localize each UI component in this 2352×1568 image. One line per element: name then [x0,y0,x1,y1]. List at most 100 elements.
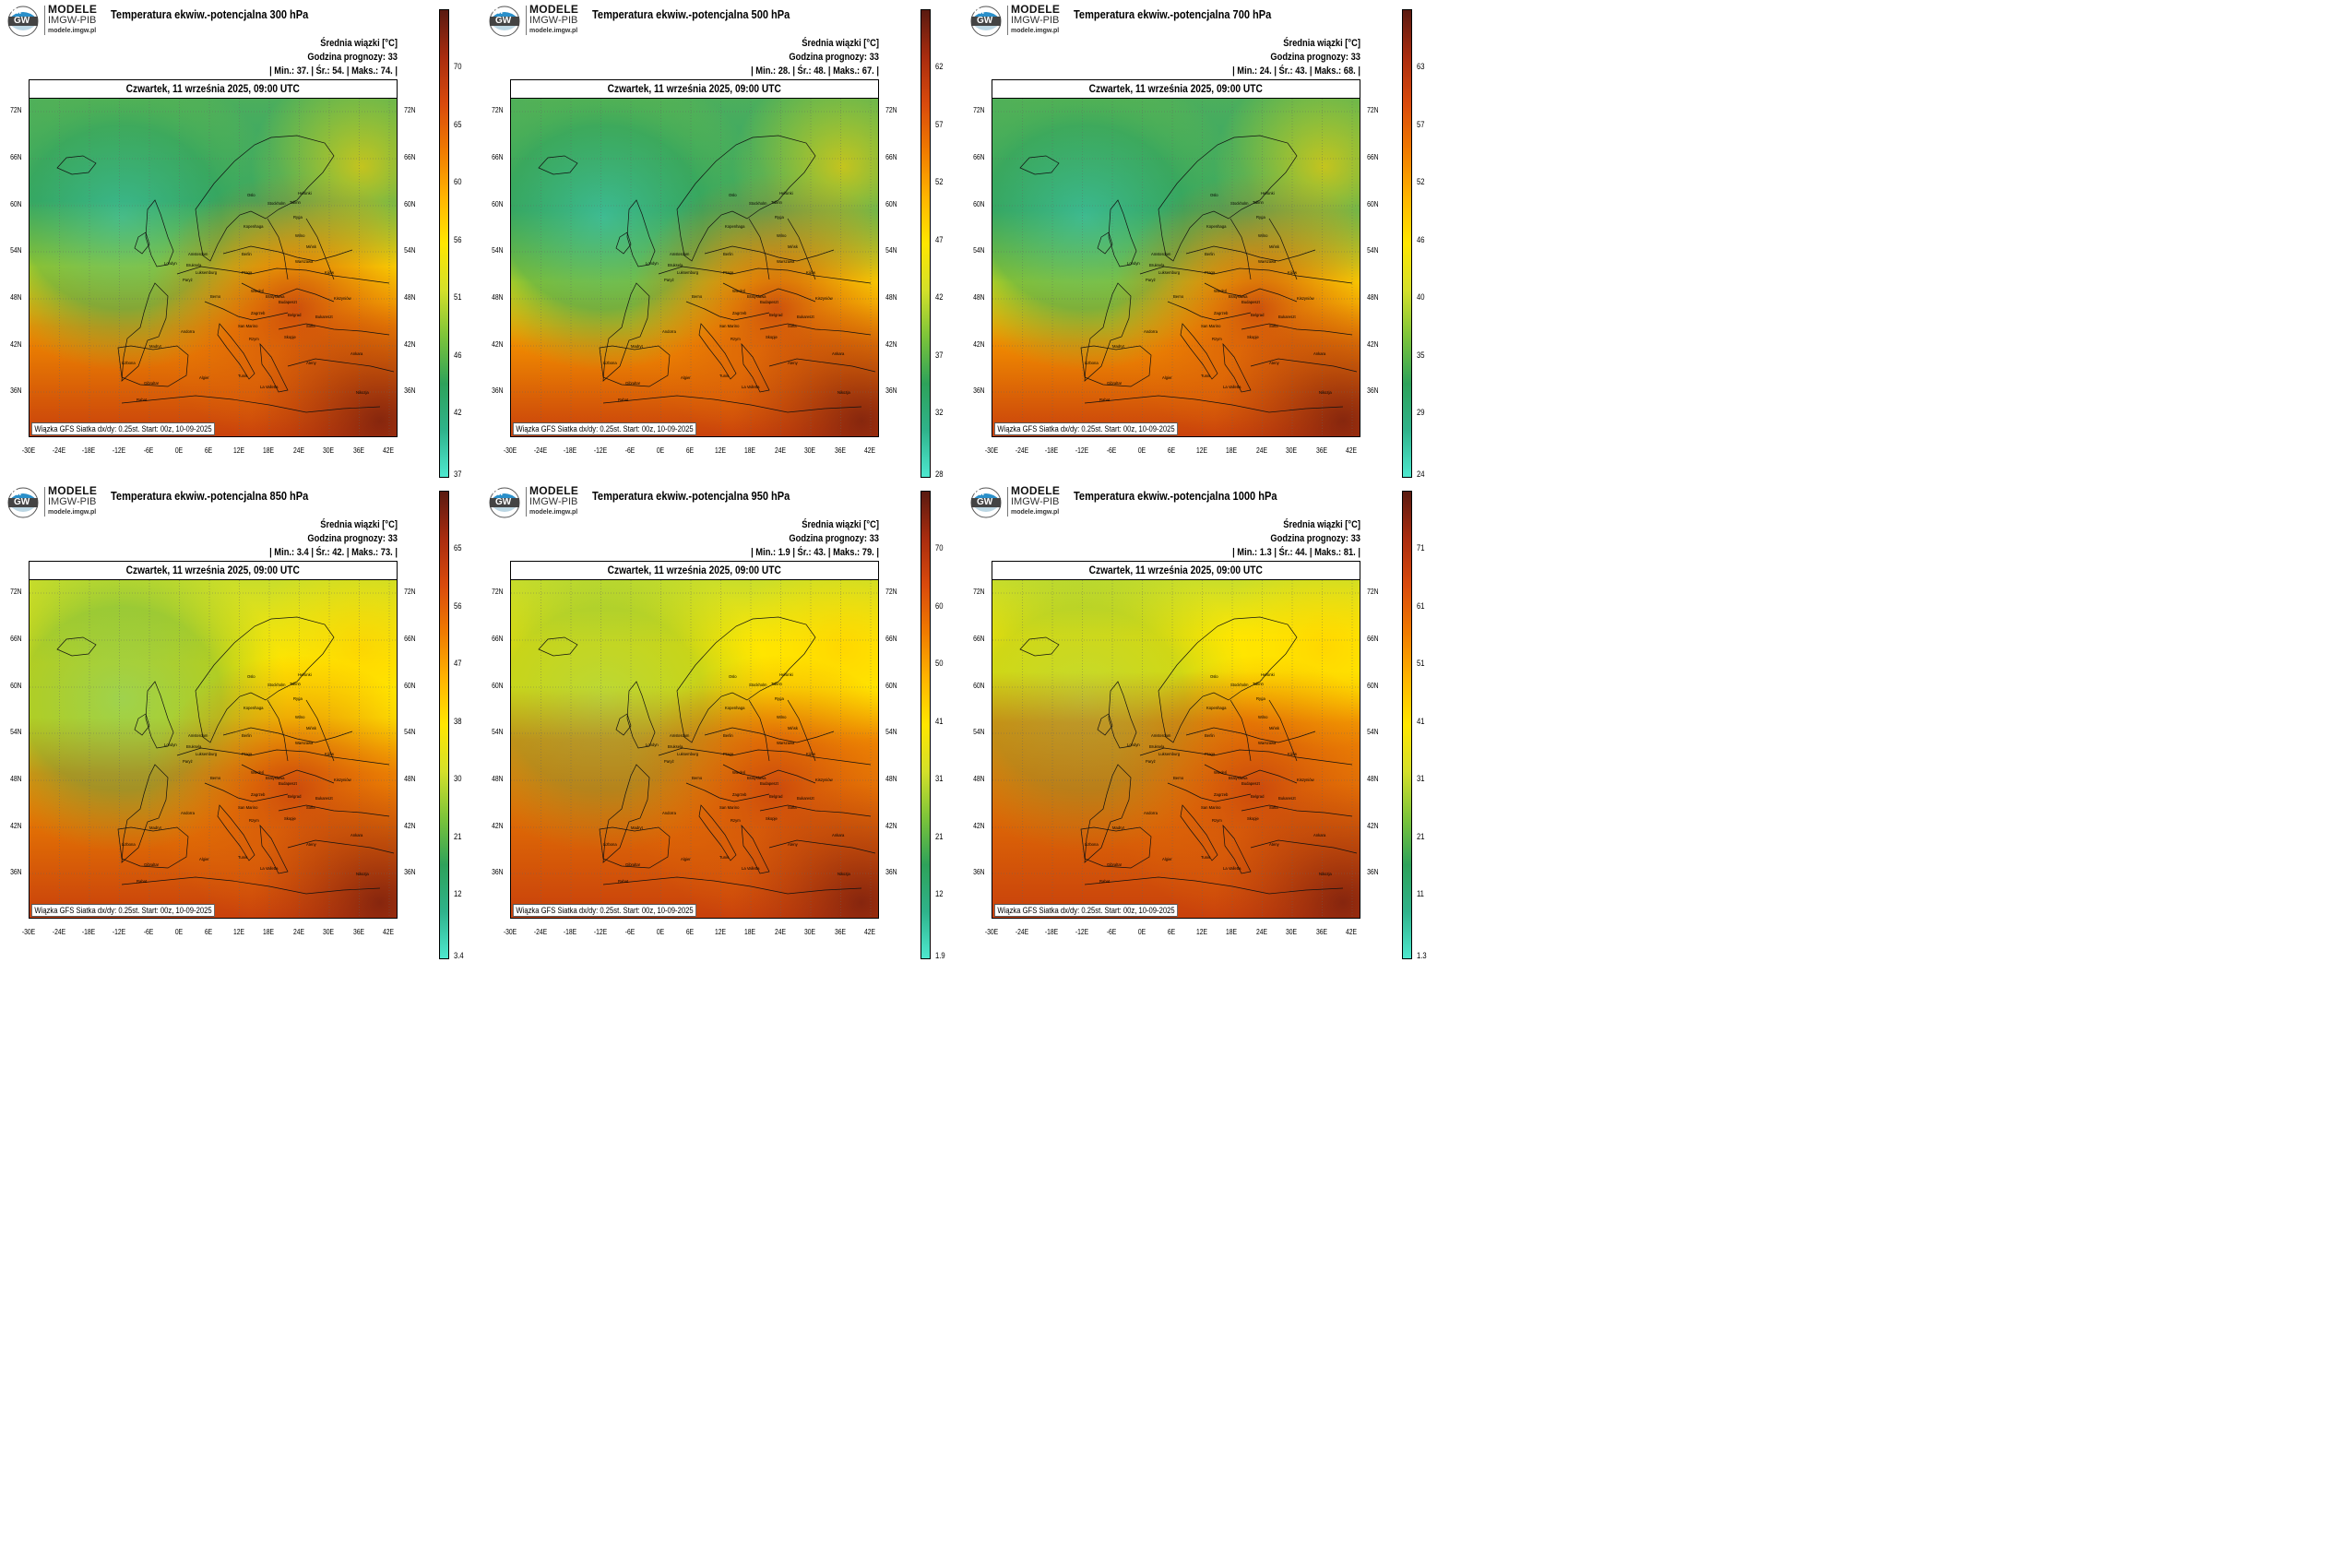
svg-text:Kijów: Kijów [806,270,816,275]
latitude-label: 36N [492,386,504,395]
svg-text:Berlin: Berlin [242,252,252,256]
svg-text:Luksemburg: Luksemburg [1158,752,1181,756]
svg-text:Ankara: Ankara [1313,351,1326,356]
stat-separator: | [308,65,316,77]
latitude-label: 72N [1367,106,1379,114]
latitude-label: 48N [885,775,897,783]
latitude-label: 66N [1367,635,1379,643]
svg-text:Rabat: Rabat [1099,398,1111,402]
stat-min-label: Min.: [1237,65,1258,77]
svg-text:Paryż: Paryż [183,278,193,282]
longitude-label: 12E [232,446,244,455]
longitude-label: 24E [292,928,304,936]
svg-text:La Valletta: La Valletta [1223,866,1241,871]
svg-text:San Marino: San Marino [719,805,740,810]
svg-text:Nikozja: Nikozja [356,390,369,395]
field-statistics: | Min.: 24. | Śr.: 43. | Maks.: 68. | [1125,66,1360,77]
stat-avg: 43. [1292,65,1308,77]
stat-max: 81. [1341,547,1356,558]
svg-text:Mińsk: Mińsk [1269,244,1280,249]
stat-separator: | [1355,547,1360,558]
longitude-label: 0E [656,928,664,936]
longitude-label: -18E [1044,446,1059,455]
svg-text:Ryga: Ryga [293,215,303,220]
colorbar-label: 60 [454,177,462,186]
svg-text:Kopenhaga: Kopenhaga [244,224,264,229]
colorbar-label: 56 [454,234,462,244]
longitude-label: -6E [624,446,636,455]
svg-text:Kijów: Kijów [1288,752,1298,756]
logo-mark-bottom: GW [14,497,30,507]
svg-text:Bratysława: Bratysława [1229,294,1248,299]
valid-date-header: Czwartek, 11 września 2025, 09:00 UTC [29,561,398,579]
svg-text:Paryż: Paryż [664,278,674,282]
stat-min: 28. [776,65,790,77]
svg-text:Stockholm: Stockholm [267,201,286,206]
latitude-label: 42N [492,822,504,830]
svg-text:Tallinn: Tallinn [771,682,783,686]
stat-avg: 44. [1292,547,1308,558]
longitude-label: 12E [232,928,244,936]
svg-text:San Marino: San Marino [1201,805,1221,810]
svg-text:Zagrzeb: Zagrzeb [251,792,266,797]
svg-text:Bratysława: Bratysława [747,294,766,299]
stat-avg-label: Śr.: [315,65,330,77]
latitude-label: 36N [885,868,897,876]
model-info-footer: Wiązka GFS Siatka dx/dy: 0.25st. Start: … [513,422,696,435]
longitude-label: 6E [1167,446,1176,455]
panel-title: Temperatura ekwiw.-potencjalna 500 hPa [592,7,790,21]
latitude-label: 60N [404,200,416,208]
stat-min-label: Min.: [1237,547,1258,558]
svg-text:Ankara: Ankara [832,351,845,356]
colorbar-label: 32 [935,408,944,417]
longitude-label: 0E [656,446,664,455]
brand-url: modele.imgw.pl [529,28,578,34]
longitude-label: 18E [1225,446,1238,455]
logo-divider [44,6,45,35]
longitude-label: -30E [984,446,999,455]
ensemble-mean-label: Średnia wiązki [°C] [802,519,879,530]
svg-text:Ryga: Ryga [1256,215,1265,220]
latitude-label: 66N [973,635,985,643]
svg-text:Praga: Praga [723,752,734,756]
svg-text:Kijów: Kijów [325,270,335,275]
valid-date-header: Czwartek, 11 września 2025, 09:00 UTC [29,79,398,98]
svg-text:Berlin: Berlin [242,733,252,738]
svg-text:Berno: Berno [1173,294,1184,299]
brand-url: modele.imgw.pl [48,28,97,34]
svg-text:Oslo: Oslo [247,193,255,197]
colorbar-label: 3.4 [454,951,464,960]
svg-text:La Valletta: La Valletta [742,385,760,389]
svg-text:Sofia: Sofia [1269,324,1278,328]
longitude-label: 24E [774,928,786,936]
svg-text:Rzym: Rzym [249,337,259,341]
svg-text:Stockholm: Stockholm [1230,201,1249,206]
svg-text:Warszawa: Warszawa [295,741,314,745]
logo-divider [1007,487,1008,517]
city-labels: Helsinki Tallinn Stockholm Oslo Ryga Kopenh… [122,672,369,884]
latitude-label: 54N [404,246,416,255]
latitude-label: 66N [885,153,897,161]
colorbar-label: 51 [454,292,462,302]
latitude-label: 72N [973,588,985,596]
latitude-label: 36N [1367,386,1379,395]
colorbar-label: 60 [935,600,944,611]
stat-min: 3.4 [294,547,309,558]
svg-text:Algier: Algier [681,857,691,861]
svg-text:Stockholm: Stockholm [749,201,767,206]
forecast-hour: Godzina prognozy: 33 [1270,533,1360,544]
svg-text:Rabat: Rabat [137,398,148,402]
forecast-panel: IM GW MODELE IMGW-PIB modele.imgw.pl Temperat… [0,0,481,481]
stat-min: 1.3 [1257,547,1272,558]
longitude-label: 0E [1137,928,1146,936]
brand-url: modele.imgw.pl [48,509,97,516]
longitude-label: -18E [81,446,96,455]
svg-text:Budapeszt: Budapeszt [760,781,779,786]
svg-text:Wilno: Wilno [295,715,305,719]
stat-min-label: Min.: [274,65,295,77]
colorbar-label: 12 [935,889,944,898]
brand-line-1: MODELE [48,484,98,497]
graticule [992,99,1360,436]
latitude-label: 42N [10,340,22,349]
longitude-label: 12E [1195,446,1207,455]
